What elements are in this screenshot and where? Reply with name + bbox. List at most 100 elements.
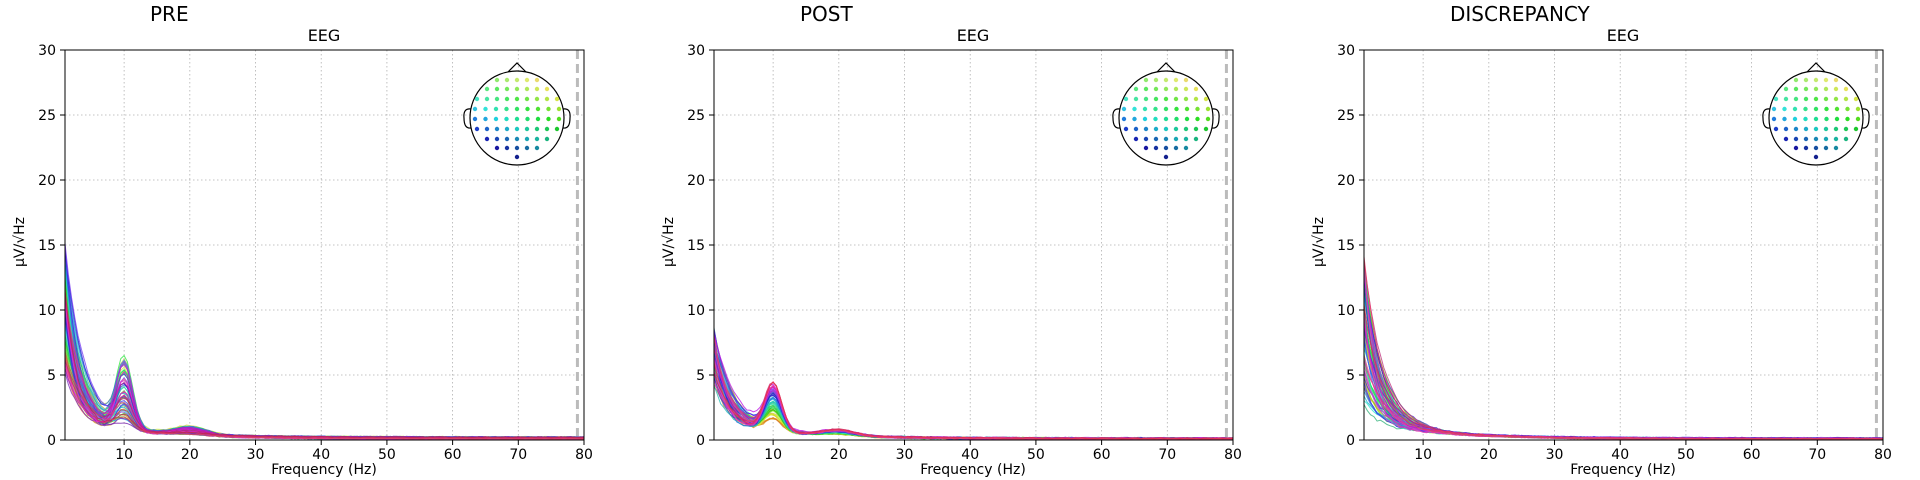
axes-title-pre: EEG <box>308 26 341 45</box>
channel-spectrum-line <box>1364 284 1883 440</box>
x-tick-label: 10 <box>1414 447 1432 463</box>
sensor-dot <box>514 77 520 83</box>
channel-spectrum-line <box>1364 317 1883 440</box>
sensor-dot <box>1163 126 1169 132</box>
sensor-dot <box>1824 116 1829 122</box>
sensor-dot <box>524 86 530 92</box>
sensor-dot <box>1163 145 1169 151</box>
channel-spectrum-line <box>65 254 584 439</box>
channel-spectrum-line <box>1364 312 1883 440</box>
channel-spectrum-line <box>714 343 1233 440</box>
channel-spectrum-line <box>1364 276 1883 439</box>
sensor-dot <box>1855 116 1861 122</box>
sensor-dot <box>1793 145 1799 151</box>
sensor-dot <box>1173 77 1179 83</box>
sensor-dot <box>535 116 541 122</box>
sensor-dot <box>1823 77 1829 83</box>
sensor-dot <box>534 96 540 102</box>
sensor-dot <box>484 136 490 142</box>
sensor-dot <box>1783 136 1789 142</box>
sensor-dot <box>1153 86 1159 92</box>
sensor-dot <box>514 116 520 122</box>
channel-spectrum-line <box>1364 357 1883 440</box>
panel-post: POST EEG 10 20 30 40 50 60 70 80 0 5 10 15 20 25 30 Fr… <box>661 2 1242 478</box>
sensor-dot <box>534 126 540 132</box>
channel-spectrum-line <box>1364 266 1883 440</box>
channel-spectrum-line <box>1364 348 1883 440</box>
channel-spectrum-line <box>65 289 584 439</box>
sensor-dot <box>1183 96 1189 102</box>
sensor-dot <box>1173 136 1179 142</box>
x-tick-label: 30 <box>896 447 914 463</box>
sensor-dot <box>1793 136 1799 142</box>
sensor-dot <box>534 136 540 142</box>
channel-spectrum-line <box>714 334 1233 440</box>
sensor-dot <box>1163 136 1169 142</box>
channel-spectrum-line <box>714 327 1233 440</box>
sensor-dot <box>493 106 499 112</box>
x-tick-label: 70 <box>1158 447 1176 463</box>
sensor-dot <box>525 106 530 112</box>
sensor-dot <box>1174 106 1179 112</box>
channel-spectrum-line <box>714 328 1233 440</box>
sensor-dot <box>483 106 488 112</box>
sensor-dot <box>535 106 541 112</box>
channel-spectrum-line <box>65 309 584 440</box>
sensor-dot <box>1173 96 1179 102</box>
channel-spectrum-line <box>1364 330 1883 439</box>
sensor-dot <box>504 126 510 132</box>
channel-spectrum-line <box>1364 359 1883 440</box>
sensor-dot <box>546 116 551 122</box>
channel-spectrum-line <box>1364 320 1883 440</box>
sensor-dot <box>534 145 540 151</box>
channel-spectrum-line <box>1364 269 1883 440</box>
channel-spectrum-line <box>65 328 584 440</box>
sensor-dot <box>1143 96 1149 102</box>
head-right-ear <box>1211 108 1220 129</box>
x-tick-label: 20 <box>830 447 848 463</box>
channel-spectrum-line <box>65 316 584 440</box>
x-tick-label: 50 <box>1027 447 1045 463</box>
sensor-dot <box>1133 96 1139 102</box>
sensor-dot <box>1193 126 1199 132</box>
x-axis-label-post: Frequency (Hz) <box>920 462 1026 478</box>
sensor-dot <box>1163 116 1169 122</box>
sensor-dot <box>1173 126 1179 132</box>
channel-spectrum-line <box>1364 322 1883 440</box>
sensor-dot <box>1833 145 1839 151</box>
sensor-dot <box>1793 86 1799 92</box>
sensor-dot <box>556 116 562 122</box>
sensor-dot <box>1773 96 1779 102</box>
channel-spectrum-line <box>714 336 1233 440</box>
channel-spectrum-line <box>1364 264 1883 440</box>
sensor-dot <box>1813 126 1819 132</box>
sensor-dot <box>1163 86 1169 92</box>
sensor-dot <box>1855 106 1861 112</box>
sensor-dot <box>1163 154 1169 160</box>
channel-spectrum-line <box>1364 289 1883 440</box>
channel-spectrum-line <box>1364 353 1883 440</box>
channel-spectrum-line <box>65 313 584 439</box>
axes-title-discrepancy: EEG <box>1607 26 1640 45</box>
channel-spectrum-line <box>714 330 1233 440</box>
channel-spectrum-line <box>714 348 1233 440</box>
head-right-ear <box>562 108 571 129</box>
channel-spectrum-line <box>65 320 584 439</box>
channel-spectrum-line <box>65 285 584 439</box>
channel-spectrum-line <box>714 329 1233 440</box>
channel-spectrum-line <box>65 265 584 440</box>
channel-spectrum-line <box>1364 269 1883 440</box>
head-nose <box>1806 62 1826 73</box>
sensor-dot <box>1132 116 1137 122</box>
sensor-dot <box>1153 77 1159 83</box>
sensor-dot <box>1833 77 1839 83</box>
sensor-dot <box>1153 126 1159 132</box>
sensor-dot <box>504 77 510 83</box>
sensor-dot <box>1173 145 1179 151</box>
sensor-dot <box>1205 116 1211 122</box>
sensor-dot <box>1793 96 1799 102</box>
x-tick-label: 60 <box>1093 447 1111 463</box>
sensor-dot <box>524 145 530 151</box>
sensor-dot <box>525 116 530 122</box>
